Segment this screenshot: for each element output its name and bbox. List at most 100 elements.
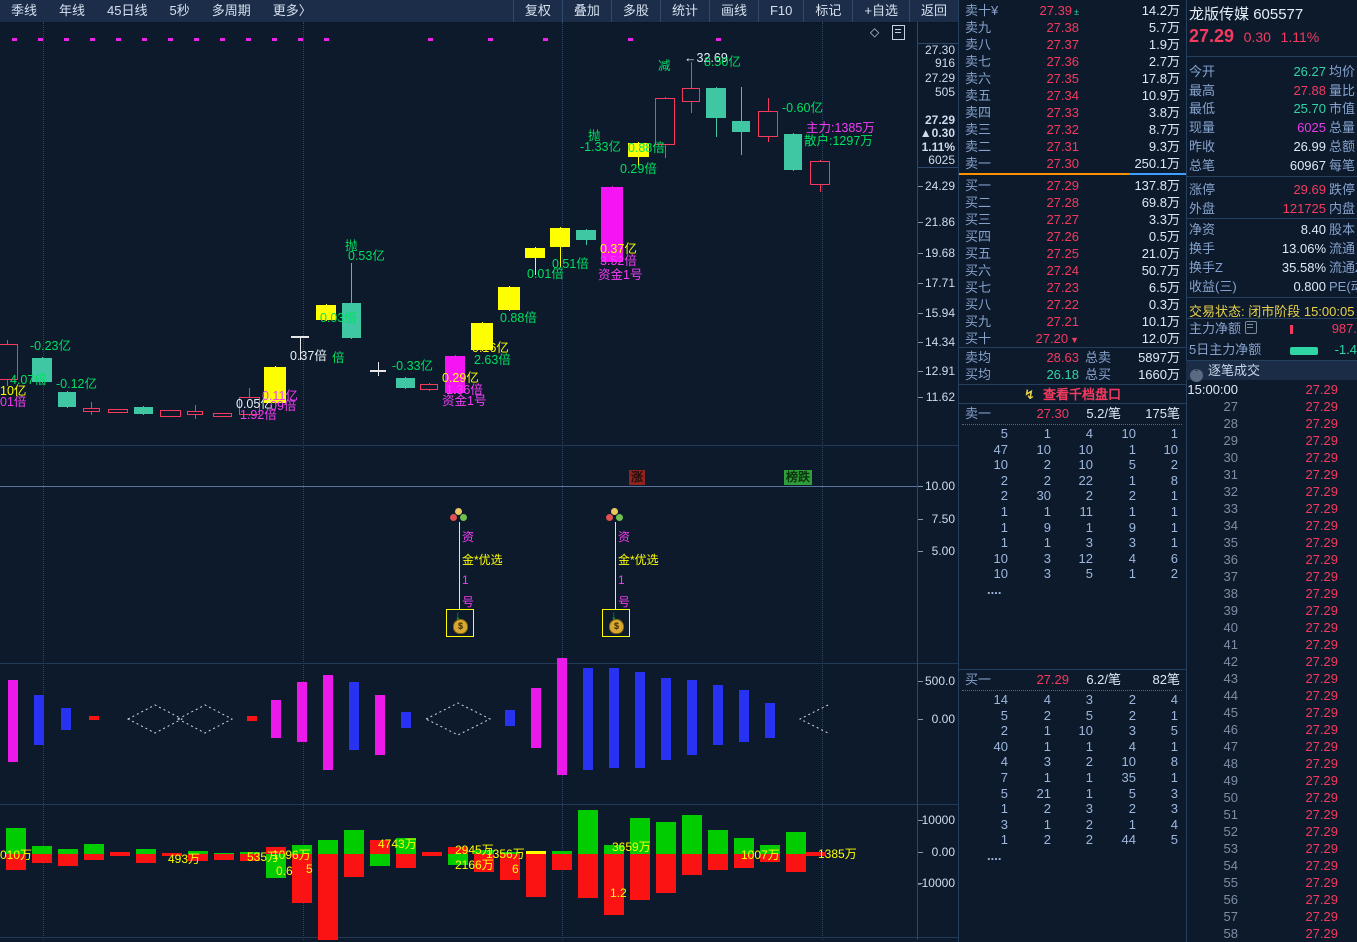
tick-trade-row[interactable]: 31 27.29 xyxy=(1186,466,1357,483)
tick-price: 27.29 xyxy=(1305,926,1338,941)
tick-trade-row[interactable]: 54 27.29 xyxy=(1186,857,1357,874)
toolbar-item-标记[interactable]: 标记 xyxy=(803,0,852,22)
stat-label-right: PE(动) xyxy=(1329,279,1357,294)
sell-level-row[interactable]: 卖一 27.30 250.1万 xyxy=(959,155,1186,172)
tick-trade-row[interactable]: 27 27.29 xyxy=(1186,398,1357,415)
list-icon[interactable] xyxy=(1245,321,1258,334)
tick-price: 27.29 xyxy=(1305,518,1338,533)
queue-more-ellipsis[interactable]: .... xyxy=(987,582,1002,597)
tick-trades-header[interactable]: ˇ 逐笔成交 xyxy=(1186,361,1357,382)
tick-trade-row[interactable]: 47 27.29 xyxy=(1186,738,1357,755)
sell-level-row[interactable]: 卖十¥ 27.39 ± 14.2万 xyxy=(959,2,1186,19)
stat-label-right: 均价 xyxy=(1329,64,1356,79)
tick-trade-row[interactable]: 42 27.29 xyxy=(1186,653,1357,670)
page-icon[interactable] xyxy=(892,25,905,40)
sell-level-row[interactable]: 卖五 27.34 10.9万 xyxy=(959,87,1186,104)
signal-text: 1 xyxy=(462,573,469,587)
tick-trade-row[interactable]: 44 27.29 xyxy=(1186,687,1357,704)
tick-trade-row[interactable]: 57 27.29 xyxy=(1186,908,1357,925)
tick-trade-row[interactable]: 43 27.29 xyxy=(1186,670,1357,687)
buy-level-row[interactable]: 买四 27.26 0.5万 xyxy=(959,228,1186,245)
toolbar-item-多股[interactable]: 多股 xyxy=(610,0,660,22)
stock-title: 龙版传媒 605577 xyxy=(1189,3,1303,24)
toolbar-item-年线[interactable]: 年线 xyxy=(59,3,86,18)
pane3-bar xyxy=(266,847,286,854)
buy-level-row[interactable]: 买十 27.20 ▼ 12.0万 xyxy=(959,330,1186,347)
sell-level-row[interactable]: 卖二 27.31 9.3万 xyxy=(959,138,1186,155)
axis-tick xyxy=(918,397,923,398)
diamond-icon[interactable]: ◇ xyxy=(870,25,880,39)
sell-level-row[interactable]: 卖三 27.32 8.7万 xyxy=(959,121,1186,138)
buy-level-row[interactable]: 买八 27.22 0.3万 xyxy=(959,296,1186,313)
buy-level-row[interactable]: 买二 27.28 69.8万 xyxy=(959,194,1186,211)
tick-trade-row[interactable]: 51 27.29 xyxy=(1186,806,1357,823)
toolbar-item-画线[interactable]: 画线 xyxy=(708,0,758,22)
tick-trade-row[interactable]: 35 27.29 xyxy=(1186,534,1357,551)
tick-trade-row[interactable]: 58 27.29 xyxy=(1186,925,1357,942)
toolbar-item-F10[interactable]: F10 xyxy=(757,0,803,22)
tick-trade-row[interactable]: 41 27.29 xyxy=(1186,636,1357,653)
buy-average-row: 买均 26.18 总买 1660万 xyxy=(959,366,1186,383)
view-thousand-levels-button[interactable]: ↯ 查看千档盘口 xyxy=(959,386,1186,403)
toolbar-item-更多〉[interactable]: 更多〉 xyxy=(272,3,312,18)
toolbar-item-叠加[interactable]: 叠加 xyxy=(561,0,611,22)
sell-level-row[interactable]: 卖九 27.38 5.7万 xyxy=(959,19,1186,36)
buy-level-row[interactable]: 买六 27.24 50.7万 xyxy=(959,262,1186,279)
tick-trade-row[interactable]: 55 27.29 xyxy=(1186,874,1357,891)
toolbar-item-复权[interactable]: 复权 xyxy=(512,0,562,22)
tick-trade-row[interactable]: 39 27.29 xyxy=(1186,602,1357,619)
tick-trade-row[interactable]: 40 27.29 xyxy=(1186,619,1357,636)
tick-trade-row[interactable]: 32 27.29 xyxy=(1186,483,1357,500)
toolbar-item-45日线[interactable]: 45日线 xyxy=(107,3,148,18)
toolbar-item-+自选[interactable]: +自选 xyxy=(852,0,909,22)
tick-price: 27.29 xyxy=(1305,858,1338,873)
sell-level-row[interactable]: 卖八 27.37 1.9万 xyxy=(959,36,1186,53)
tick-trade-row[interactable]: 53 27.29 xyxy=(1186,840,1357,857)
toolbar-item-返回[interactable]: 返回 xyxy=(908,0,958,22)
toolbar-item-多周期[interactable]: 多周期 xyxy=(211,3,251,18)
tick-trade-row[interactable]: 48 27.29 xyxy=(1186,755,1357,772)
chevron-down-icon[interactable]: ˇ xyxy=(1190,369,1203,382)
tick-trade-row[interactable]: 34 27.29 xyxy=(1186,517,1357,534)
tick-trade-row[interactable]: 46 27.29 xyxy=(1186,721,1357,738)
tick-trade-row[interactable]: 30 27.29 xyxy=(1186,449,1357,466)
sell-level-row[interactable]: 卖四 27.33 3.8万 xyxy=(959,104,1186,121)
axis-label: 0.00 xyxy=(931,712,955,726)
vertical-gridline xyxy=(822,22,823,940)
axis-tick xyxy=(918,719,923,720)
buy-level-row[interactable]: 买一 27.29 137.8万 xyxy=(959,177,1186,194)
queue-more-ellipsis[interactable]: .... xyxy=(987,848,1002,863)
tick-trade-row[interactable]: 52 27.29 xyxy=(1186,823,1357,840)
toolbar-item-统计[interactable]: 统计 xyxy=(659,0,709,22)
tick-trade-row[interactable]: 38 27.29 xyxy=(1186,585,1357,602)
buy-level-row[interactable]: 买九 27.21 10.1万 xyxy=(959,313,1186,330)
tick-trade-row[interactable]: 15:00:00 27.29 xyxy=(1186,381,1357,398)
toolbar-item-季线[interactable]: 季线 xyxy=(11,3,38,18)
chart-region[interactable]: ◇ 27.30 916 27.29 505 27.29 ▲0.30 1.11% 6025 24.… xyxy=(0,22,958,942)
signal-text: 金*优选 xyxy=(618,553,659,567)
level-price: 27.37 xyxy=(1046,37,1079,52)
tick-price: 27.29 xyxy=(1305,484,1338,499)
vertical-gridline xyxy=(303,22,304,940)
queue-grid-cell: 1 xyxy=(1128,816,1136,832)
buy-level-row[interactable]: 买七 27.23 6.5万 xyxy=(959,279,1186,296)
tick-time: 31 xyxy=(1223,467,1238,482)
queue-grid-cell: 4 xyxy=(1043,692,1051,707)
tick-trade-row[interactable]: 49 27.29 xyxy=(1186,772,1357,789)
tick-trade-row[interactable]: 45 27.29 xyxy=(1186,704,1357,721)
tick-trade-row[interactable]: 37 27.29 xyxy=(1186,568,1357,585)
tick-trade-row[interactable]: 28 27.29 xyxy=(1186,415,1357,432)
tick-trade-row[interactable]: 33 27.29 xyxy=(1186,500,1357,517)
pane3-bar xyxy=(396,838,416,854)
toolbar-item-5秒[interactable]: 5秒 xyxy=(169,3,190,18)
sell-level-row[interactable]: 卖六 27.35 17.8万 xyxy=(959,70,1186,87)
tick-trade-row[interactable]: 36 27.29 xyxy=(1186,551,1357,568)
tick-trade-row[interactable]: 29 27.29 xyxy=(1186,432,1357,449)
buy-level-row[interactable]: 买五 27.25 21.0万 xyxy=(959,245,1186,262)
level-price: 27.30 xyxy=(1046,156,1079,171)
level-price: 27.24 xyxy=(1046,263,1079,278)
sell-level-row[interactable]: 卖七 27.36 2.7万 xyxy=(959,53,1186,70)
tick-trade-row[interactable]: 56 27.29 xyxy=(1186,891,1357,908)
buy-level-row[interactable]: 买三 27.27 3.3万 xyxy=(959,211,1186,228)
tick-trade-row[interactable]: 50 27.29 xyxy=(1186,789,1357,806)
